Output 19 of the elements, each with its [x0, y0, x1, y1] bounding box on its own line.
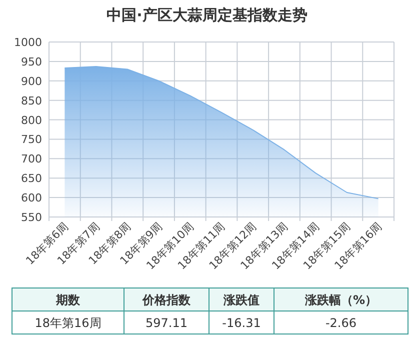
text: -2.66: [325, 316, 357, 330]
y-tick-label: 850: [21, 94, 42, 108]
y-tick-label: 800: [21, 114, 42, 127]
text: 597.11: [146, 316, 188, 330]
text: 涨跌值: [222, 293, 260, 307]
text: 价格指数: [142, 293, 192, 307]
y-tick-label: 550: [21, 211, 42, 224]
text: 18年第16周: [34, 316, 102, 330]
y-tick-label: 1000: [14, 36, 42, 49]
text: 期数: [55, 293, 81, 307]
y-tick-label: 650: [21, 172, 42, 186]
y-tick-label: 700: [21, 152, 42, 166]
y-tick-label: 900: [21, 74, 42, 88]
chart-title: 中国·产区大蒜周定基指数走势: [106, 6, 308, 24]
y-tick-label: 600: [21, 192, 42, 205]
text: -16.31: [222, 316, 261, 330]
y-tick-label: 950: [21, 55, 42, 68]
y-tick-label: 750: [21, 133, 42, 146]
text: 涨跌幅（%）: [304, 293, 378, 307]
